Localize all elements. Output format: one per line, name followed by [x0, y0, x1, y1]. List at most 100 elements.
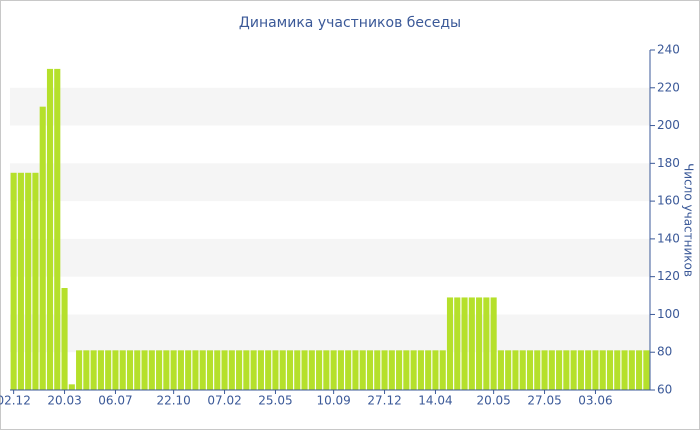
bar: [243, 350, 250, 390]
y-tick-label: 140: [657, 231, 680, 245]
bar: [68, 384, 75, 390]
bar: [483, 297, 490, 390]
bar: [316, 350, 323, 390]
bar: [396, 350, 403, 390]
bar: [185, 350, 192, 390]
bar: [126, 350, 134, 390]
bar: [83, 350, 90, 390]
bar: [257, 350, 264, 390]
grid-band: [10, 238, 650, 277]
bar: [403, 350, 410, 390]
bar: [388, 350, 395, 390]
bar: [374, 350, 381, 390]
bar: [541, 350, 548, 390]
y-tick-label: 60: [657, 383, 672, 397]
bar: [97, 350, 104, 390]
y-tick-label: 100: [657, 307, 680, 321]
bar: [425, 350, 432, 390]
x-tick-label: 27.05: [527, 394, 561, 408]
y-axis-label: Число участников: [682, 163, 696, 277]
bar: [54, 68, 61, 390]
x-tick-label: 03.06: [578, 394, 612, 408]
bar: [454, 297, 461, 390]
bar: [556, 350, 563, 390]
bar: [17, 172, 24, 390]
y-tick-label: 80: [657, 345, 672, 359]
grid-band: [10, 314, 650, 353]
bar: [614, 350, 621, 390]
bar: [148, 350, 155, 390]
bar: [490, 297, 497, 390]
bar: [279, 350, 286, 390]
bar: [592, 350, 599, 390]
bar: [105, 350, 112, 390]
y-tick-label: 200: [657, 118, 680, 132]
bar: [265, 350, 272, 390]
bar: [39, 106, 46, 391]
x-tick-label: 07.02: [207, 394, 241, 408]
bar: [643, 350, 650, 390]
bar: [250, 350, 257, 390]
bar: [628, 350, 635, 390]
bar: [90, 350, 97, 390]
bar: [526, 350, 534, 390]
bar: [286, 350, 294, 390]
bar: [476, 297, 483, 390]
bar: [505, 350, 512, 390]
bar: [112, 350, 119, 390]
chart-title: Динамика участников беседы: [239, 15, 461, 31]
bar: [61, 288, 68, 390]
x-tick-label: 20.05: [476, 394, 510, 408]
bar: [599, 350, 606, 390]
bar: [548, 350, 555, 390]
y-tick-label: 160: [657, 194, 680, 208]
bar: [636, 350, 643, 390]
bar: [563, 350, 570, 390]
bar: [177, 350, 184, 390]
grid-band: [10, 87, 650, 126]
bar: [236, 350, 243, 390]
bar: [366, 350, 374, 390]
bar: [585, 350, 592, 390]
bar: [76, 350, 83, 390]
x-tick-label: 22.10: [156, 394, 190, 408]
y-tick-label: 240: [657, 43, 680, 57]
bar: [497, 350, 504, 390]
bar: [446, 297, 454, 390]
bar: [206, 350, 214, 390]
bar: [417, 350, 424, 390]
grid-band: [10, 163, 650, 202]
bar: [214, 350, 221, 390]
bar: [163, 350, 170, 390]
x-tick-label: 02.12: [0, 394, 31, 408]
bar: [352, 350, 359, 390]
x-tick-label: 10.09: [316, 394, 350, 408]
bar: [468, 297, 475, 390]
bar: [512, 350, 519, 390]
bar: [32, 172, 39, 390]
bar: [25, 172, 32, 390]
x-tick-label: 14.04: [418, 394, 452, 408]
bar: [141, 350, 148, 390]
bar: [410, 350, 417, 390]
bar: [381, 350, 388, 390]
x-tick-label: 06.07: [98, 394, 132, 408]
bar: [272, 350, 279, 390]
bar: [228, 350, 235, 390]
bar: [10, 172, 17, 390]
y-tick-label: 220: [657, 80, 680, 94]
y-tick-label: 120: [657, 269, 680, 283]
x-tick-label: 27.12: [367, 394, 401, 408]
bar: [330, 350, 337, 390]
bar: [119, 350, 126, 390]
x-tick-label: 25.05: [258, 394, 292, 408]
bar: [337, 350, 344, 390]
y-tick-label: 180: [657, 156, 680, 170]
bar: [308, 350, 315, 390]
bar: [359, 350, 366, 390]
bar: [439, 350, 446, 390]
bar: [461, 297, 468, 390]
bar: [432, 350, 439, 390]
